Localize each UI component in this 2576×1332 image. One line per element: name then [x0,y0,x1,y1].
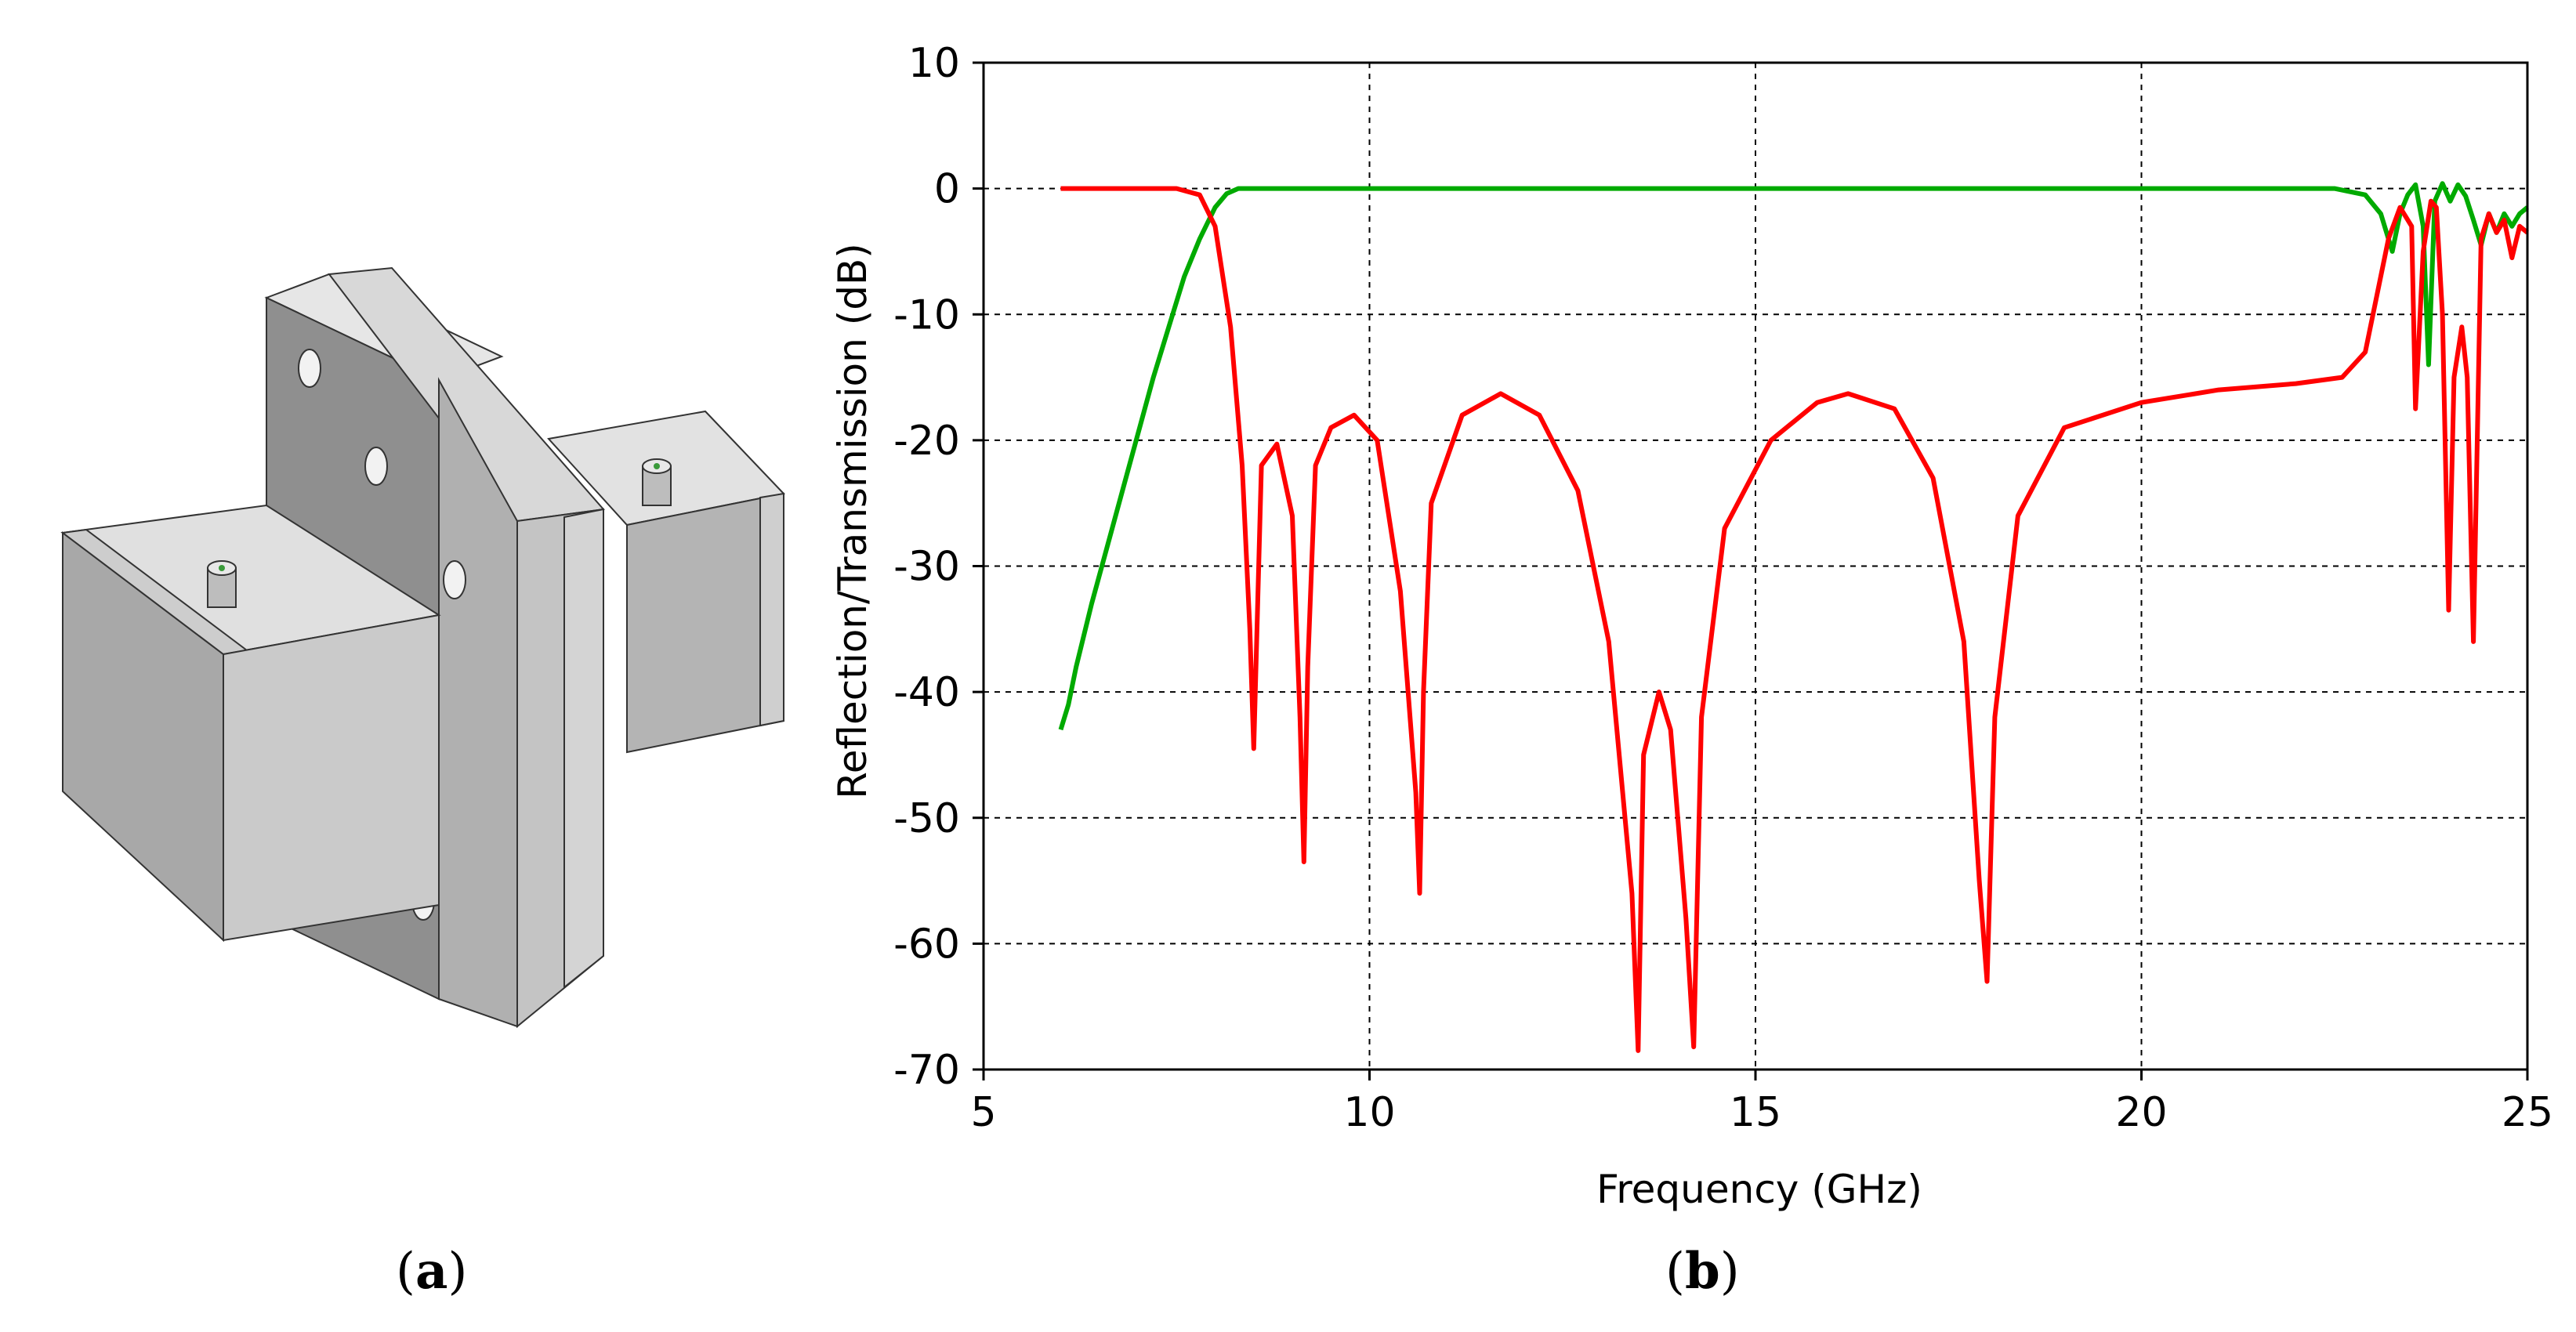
x-tick-label-2: 15 [1730,1089,1781,1136]
series-line-1 [1060,186,2529,1053]
caption-a: (a) [396,1242,468,1301]
y-axis-ticks: 10 0 -10 -20 -30 -40 -50 -60 -70 [893,40,984,1094]
y-tick-label-4: -30 [893,544,960,591]
chart-series [1058,181,2529,1053]
x-tick-label-0: 5 [970,1089,996,1136]
waveguide-filter-3d-model-icon [60,266,785,1029]
y-tick-label-0: 10 [908,40,960,87]
x-tick-label-4: 25 [2502,1089,2553,1136]
series-line-0 [1058,181,2529,731]
y-axis-label: Reflection/Transmission (dB) [830,243,875,799]
y-tick-label-1: 0 [934,166,960,213]
y-tick-label-5: -40 [893,669,960,716]
x-axis-ticks: 5 10 15 20 25 [970,1070,2553,1136]
y-tick-label-2: -10 [893,291,960,338]
y-tick-label-8: -70 [893,1047,960,1094]
y-tick-label-6: -50 [893,795,960,842]
caption-b: (b) [1665,1242,1740,1301]
chart-grid [984,63,2527,1070]
x-axis-label: Frequency (GHz) [1596,1167,1922,1212]
x-tick-label-3: 20 [2115,1089,2167,1136]
x-tick-label-1: 10 [1343,1089,1395,1136]
y-tick-label-7: -60 [893,921,960,968]
y-tick-label-3: -20 [893,418,960,465]
